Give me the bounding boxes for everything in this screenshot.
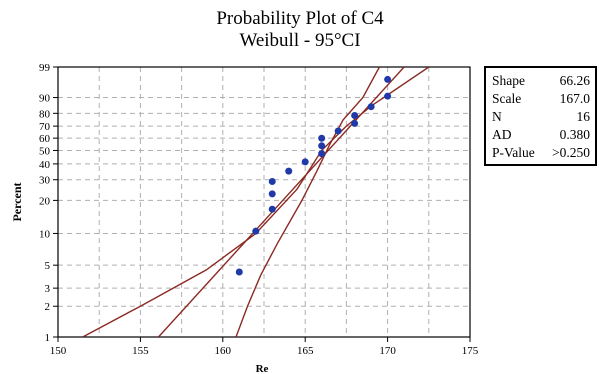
y-tick-label: 90 (39, 93, 51, 105)
data-point (318, 150, 326, 158)
stat-label: AD (492, 127, 512, 142)
plot-frame (57, 66, 471, 338)
y-tick-label: 10 (39, 228, 51, 240)
y-tick-label: 5 (45, 260, 51, 272)
data-point (318, 134, 326, 142)
y-tick-label: 3 (45, 283, 51, 295)
stat-value: >0.250 (552, 145, 590, 160)
data-point (268, 178, 276, 186)
data-point (351, 119, 359, 127)
ci-lower-bound-line (82, 67, 430, 337)
y-tick-label: 80 (39, 108, 51, 120)
x-tick-label: 165 (297, 345, 314, 357)
y-tick-label: 50 (39, 145, 51, 157)
data-point (301, 158, 309, 166)
data-point (351, 111, 359, 119)
stat-label: Shape (492, 73, 525, 88)
stat-row-scale: Scale 167.0 (492, 91, 590, 109)
stat-value: 167.0 (559, 91, 590, 106)
chart-title: Probability Plot of C4 (216, 8, 384, 29)
data-point (268, 205, 276, 213)
x-tick-label: 150 (50, 345, 67, 357)
data-point (285, 167, 293, 175)
chart-subtitle: Weibull - 95°CI (239, 30, 361, 51)
stat-value: 66.26 (559, 73, 590, 88)
stat-row-ad: AD 0.380 (492, 127, 590, 145)
y-tick-label: 2 (45, 301, 51, 313)
stat-label: Scale (492, 91, 522, 106)
stat-row-p-value: P-Value >0.250 (492, 145, 590, 163)
x-axis-label: Re (256, 363, 269, 374)
y-tick-label: 30 (39, 175, 51, 187)
stat-value: 0.380 (559, 127, 590, 142)
fitted-line (157, 67, 405, 337)
stat-label: N (492, 109, 502, 124)
y-tick-label: 99 (39, 62, 51, 74)
data-point (235, 268, 243, 276)
y-tick-label: 70 (39, 121, 51, 133)
ci-upper-bound-line (235, 67, 381, 337)
y-tick-label: 60 (39, 133, 51, 145)
x-tick-label: 175 (462, 345, 479, 357)
data-point (268, 190, 276, 198)
data-point (334, 127, 342, 135)
data-point (384, 92, 392, 100)
stat-value: 16 (576, 109, 591, 124)
x-tick-label: 170 (379, 345, 396, 357)
stat-row-n: N 16 (492, 109, 590, 127)
data-point (252, 227, 260, 235)
statistics-box: Shape 66.26 Scale 167.0 N 16 AD 0.380 P-… (484, 66, 597, 166)
data-point (318, 142, 326, 150)
y-tick-label: 20 (39, 195, 51, 207)
stat-row-shape: Shape 66.26 (492, 73, 590, 91)
stat-label: P-Value (492, 145, 535, 160)
x-tick-label: 155 (132, 345, 149, 357)
y-axis-label: Percent (10, 182, 24, 221)
data-point (384, 75, 392, 83)
x-tick-label: 160 (215, 345, 232, 357)
y-tick-label: 40 (39, 159, 51, 171)
y-tick-label: 1 (45, 332, 51, 344)
data-point (367, 103, 375, 111)
